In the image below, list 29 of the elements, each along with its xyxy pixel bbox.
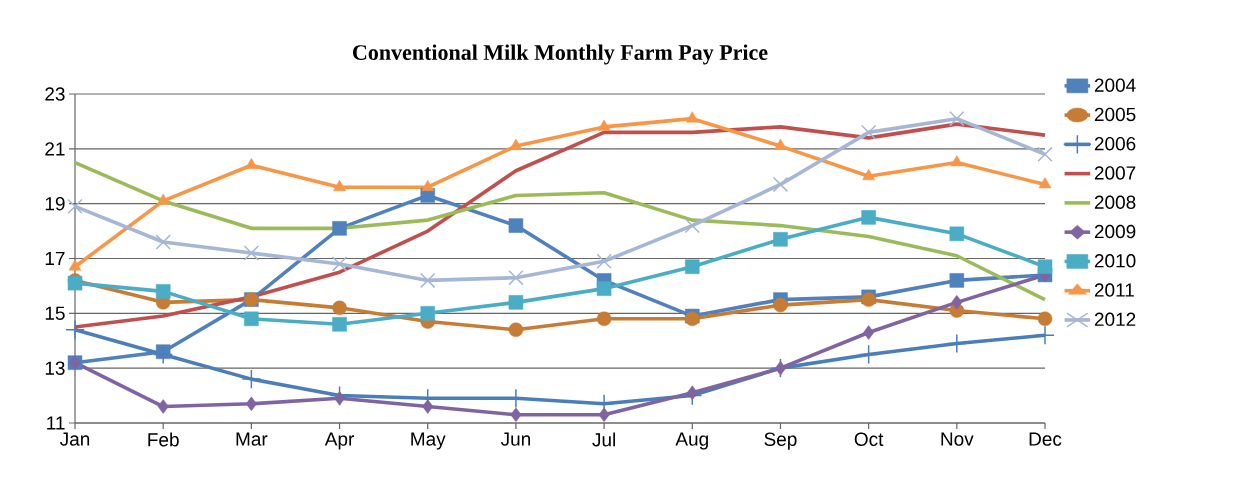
legend-label: 2004 — [1094, 78, 1136, 92]
x-tick-label: Jun — [500, 432, 530, 446]
x-tick-label: Jan — [60, 432, 90, 446]
y-tick-label: 13 — [45, 361, 65, 375]
y-tick-label: 21 — [45, 142, 65, 156]
legend-label: 2005 — [1094, 107, 1136, 122]
legend-label: 2006 — [1094, 136, 1136, 151]
legend-label: 2007 — [1094, 166, 1136, 180]
x-tick-label: Nov — [941, 432, 974, 446]
x-tick-label: Dec — [1029, 432, 1062, 446]
legend-label: 2011 — [1094, 283, 1134, 297]
legend-label: 2009 — [1094, 224, 1136, 239]
legend-label: 2010 — [1094, 254, 1136, 268]
chart-title: Conventional Milk Monthly Farm Pay Price — [353, 44, 768, 65]
legend-label: 2012 — [1094, 312, 1136, 327]
x-tick-label: Feb — [148, 432, 179, 447]
y-tick-label: 19 — [45, 196, 65, 211]
y-tick-label: 11 — [47, 416, 65, 430]
y-tick-label: 17 — [45, 251, 65, 266]
x-tick-label: Sep — [764, 432, 797, 450]
y-tick-label: 15 — [45, 306, 65, 320]
x-tick-label: Aug — [675, 432, 708, 450]
y-tick-label: 23 — [45, 87, 65, 101]
x-tick-label: Oct — [854, 432, 884, 446]
x-tick-label: Jul — [592, 432, 615, 447]
x-tick-label: Mar — [236, 432, 268, 446]
x-tick-label: May — [411, 432, 446, 450]
legend-label: 2008 — [1094, 195, 1136, 209]
x-tick-label: Apr — [324, 432, 355, 450]
